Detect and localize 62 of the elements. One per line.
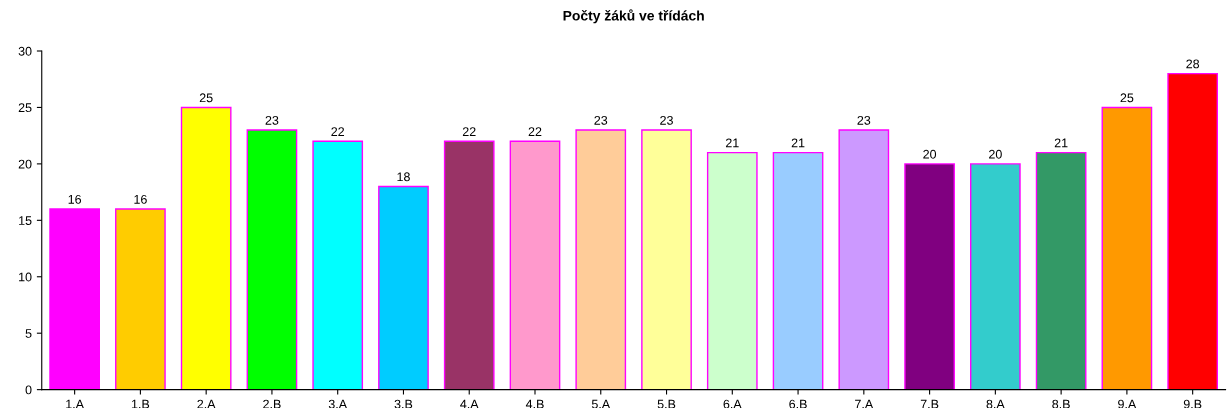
bar: [772, 151, 824, 390]
y-tick-label: 15: [19, 216, 32, 225]
data-label: 21: [725, 138, 739, 148]
data-label: 23: [857, 115, 871, 125]
x-tick-label: 7.B: [920, 399, 939, 408]
data-label: 16: [68, 194, 82, 204]
y-tick-label: 20: [18, 159, 32, 169]
y-tick-label: 25: [18, 103, 32, 113]
x-tick-label: 5.B: [657, 399, 676, 408]
chart-title: Počty žáků ve třídách: [563, 9, 704, 24]
x-tick-label: 8.B: [1052, 399, 1070, 408]
x-tick-label: 5.A: [591, 399, 611, 408]
data-label: 18: [397, 172, 410, 182]
x-tick-label: 3.B: [394, 399, 413, 408]
y-tick-label: 30: [18, 46, 32, 56]
data-label: 20: [989, 149, 1002, 159]
bar: [246, 129, 298, 390]
x-tick-label: 2.A: [197, 399, 216, 408]
data-label: 20: [923, 149, 937, 159]
bar: [838, 129, 890, 390]
x-tick-label: 1.B: [131, 399, 150, 408]
x-tick-label: 2.B: [263, 399, 281, 408]
bar: [706, 151, 758, 390]
bar: [312, 140, 364, 390]
bar: [1101, 106, 1153, 390]
x-tick-label: 1.A: [66, 399, 84, 408]
x-tick-label: 9.A: [1118, 399, 1137, 408]
bar: [115, 208, 166, 390]
x-tick-label: 6.B: [789, 399, 807, 408]
data-label: 21: [791, 138, 805, 148]
bar: [1035, 151, 1087, 390]
x-tick-label: 9.B: [1183, 399, 1202, 408]
data-label: 16: [134, 194, 147, 204]
y-tick-label: 10: [19, 272, 32, 282]
x-tick-label: 6.A: [723, 399, 742, 408]
data-label: 25: [199, 93, 213, 103]
data-label: 25: [1120, 93, 1134, 103]
bar: [970, 163, 1021, 390]
data-label: 22: [528, 127, 542, 136]
bar: [904, 163, 955, 390]
x-tick-label: 8.A: [986, 399, 1005, 408]
y-tick-label: 5: [25, 329, 32, 338]
bar: [49, 208, 100, 390]
x-tick-label: 4.A: [460, 399, 479, 408]
bar: [641, 129, 692, 390]
bar: [378, 185, 429, 390]
bar: [1167, 72, 1219, 390]
data-label: 23: [660, 115, 673, 125]
x-tick-label: 3.A: [328, 399, 348, 408]
data-label: 23: [265, 115, 279, 125]
bar: [509, 140, 561, 390]
x-tick-label: 7.A: [855, 399, 874, 408]
y-tick-label: 0: [25, 385, 32, 395]
bar: [443, 140, 495, 390]
data-label: 28: [1186, 59, 1200, 69]
data-label: 22: [331, 127, 345, 136]
bar: [575, 129, 627, 390]
data-label: 21: [1054, 138, 1068, 148]
x-tick-label: 4.B: [525, 399, 544, 408]
data-label: 22: [462, 127, 476, 136]
bar: [180, 106, 232, 390]
data-label: 23: [594, 115, 608, 125]
